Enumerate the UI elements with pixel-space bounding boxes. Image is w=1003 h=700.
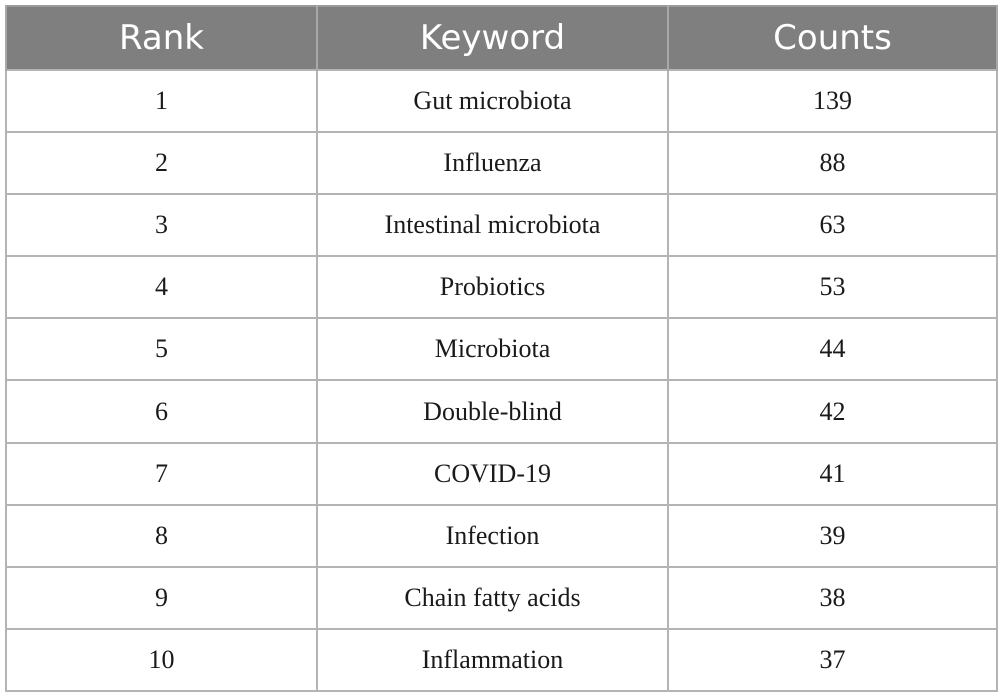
count-cell: 139	[667, 68, 998, 134]
rank-cell: 1	[5, 68, 318, 134]
keyword-table: Rank Keyword Counts 1 Gut microbiota 139…	[5, 5, 998, 693]
table-row: 8 Infection 39	[5, 503, 998, 568]
count-cell: 38	[667, 565, 998, 630]
table-body: 1 Gut microbiota 139 2 Influenza 88 3 In…	[5, 68, 998, 693]
table-row: 2 Influenza 88	[5, 131, 998, 196]
table-header: Rank Keyword Counts	[5, 6, 998, 70]
keyword-cell: Gut microbiota	[316, 68, 669, 134]
rank-cell: 8	[5, 503, 318, 568]
rank-cell: 6	[5, 379, 318, 444]
keyword-cell: Infection	[316, 503, 669, 568]
count-cell: 41	[667, 441, 998, 506]
keyword-table-container: Rank Keyword Counts 1 Gut microbiota 139…	[5, 5, 998, 693]
table-row: 3 Intestinal microbiota 63	[5, 193, 998, 258]
rank-cell: 4	[5, 255, 318, 320]
table-row: 5 Microbiota 44	[5, 317, 998, 382]
rank-cell: 10	[5, 627, 318, 693]
count-cell: 44	[667, 317, 998, 382]
count-cell: 88	[667, 131, 998, 196]
count-cell: 42	[667, 379, 998, 444]
header-rank: Rank	[5, 6, 318, 70]
header-row: Rank Keyword Counts	[5, 6, 998, 70]
keyword-cell: Microbiota	[316, 317, 669, 382]
count-cell: 39	[667, 503, 998, 568]
keyword-cell: Influenza	[316, 131, 669, 196]
header-counts: Counts	[667, 6, 998, 70]
keyword-cell: Inflammation	[316, 627, 669, 693]
rank-cell: 7	[5, 441, 318, 506]
rank-cell: 2	[5, 131, 318, 196]
count-cell: 53	[667, 255, 998, 320]
table-row: 7 COVID-19 41	[5, 441, 998, 506]
count-cell: 63	[667, 193, 998, 258]
table-row: 4 Probiotics 53	[5, 255, 998, 320]
rank-cell: 5	[5, 317, 318, 382]
table-row: 9 Chain fatty acids 38	[5, 565, 998, 630]
keyword-cell: Intestinal microbiota	[316, 193, 669, 258]
rank-cell: 3	[5, 193, 318, 258]
keyword-cell: Chain fatty acids	[316, 565, 669, 630]
table-row: 10 Inflammation 37	[5, 627, 998, 693]
count-cell: 37	[667, 627, 998, 693]
table-row: 6 Double-blind 42	[5, 379, 998, 444]
keyword-cell: Double-blind	[316, 379, 669, 444]
header-keyword: Keyword	[316, 6, 669, 70]
table-row: 1 Gut microbiota 139	[5, 68, 998, 134]
keyword-cell: Probiotics	[316, 255, 669, 320]
rank-cell: 9	[5, 565, 318, 630]
keyword-cell: COVID-19	[316, 441, 669, 506]
